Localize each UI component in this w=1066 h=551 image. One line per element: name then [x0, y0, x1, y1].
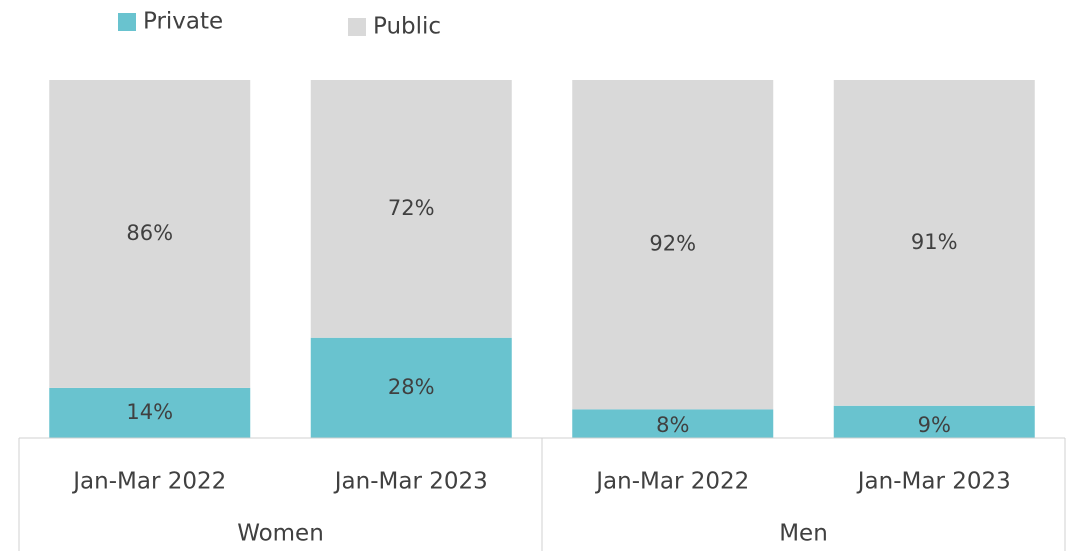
bar-segment [310, 80, 512, 338]
legend-label: Private [143, 9, 223, 35]
legend-swatch [118, 13, 136, 31]
data-label: 92% [649, 232, 696, 256]
data-label: 91% [911, 230, 958, 254]
x-tick-label: Jan-Mar 2022 [71, 469, 226, 495]
data-label: 28% [388, 375, 435, 399]
bar-segment [833, 405, 1035, 438]
data-label: 86% [126, 221, 173, 245]
bar-segment [310, 337, 512, 438]
data-label: 72% [388, 196, 435, 220]
x-tick-label: Jan-Mar 2022 [594, 469, 749, 495]
bar-segment [572, 409, 774, 438]
bar-segment [833, 80, 1035, 406]
bar-segment [49, 387, 251, 438]
legend-swatch [348, 18, 366, 36]
bar-segment [49, 80, 251, 388]
bar-segment [572, 80, 774, 410]
x-tick-label: Jan-Mar 2023 [333, 469, 488, 495]
data-label: 8% [656, 413, 689, 437]
group-label: Women [237, 521, 324, 547]
x-tick-label: Jan-Mar 2023 [856, 469, 1011, 495]
data-label: 14% [126, 400, 173, 424]
data-label: 9% [918, 413, 951, 437]
group-label: Men [779, 521, 828, 547]
legend-label: Public [373, 14, 441, 40]
